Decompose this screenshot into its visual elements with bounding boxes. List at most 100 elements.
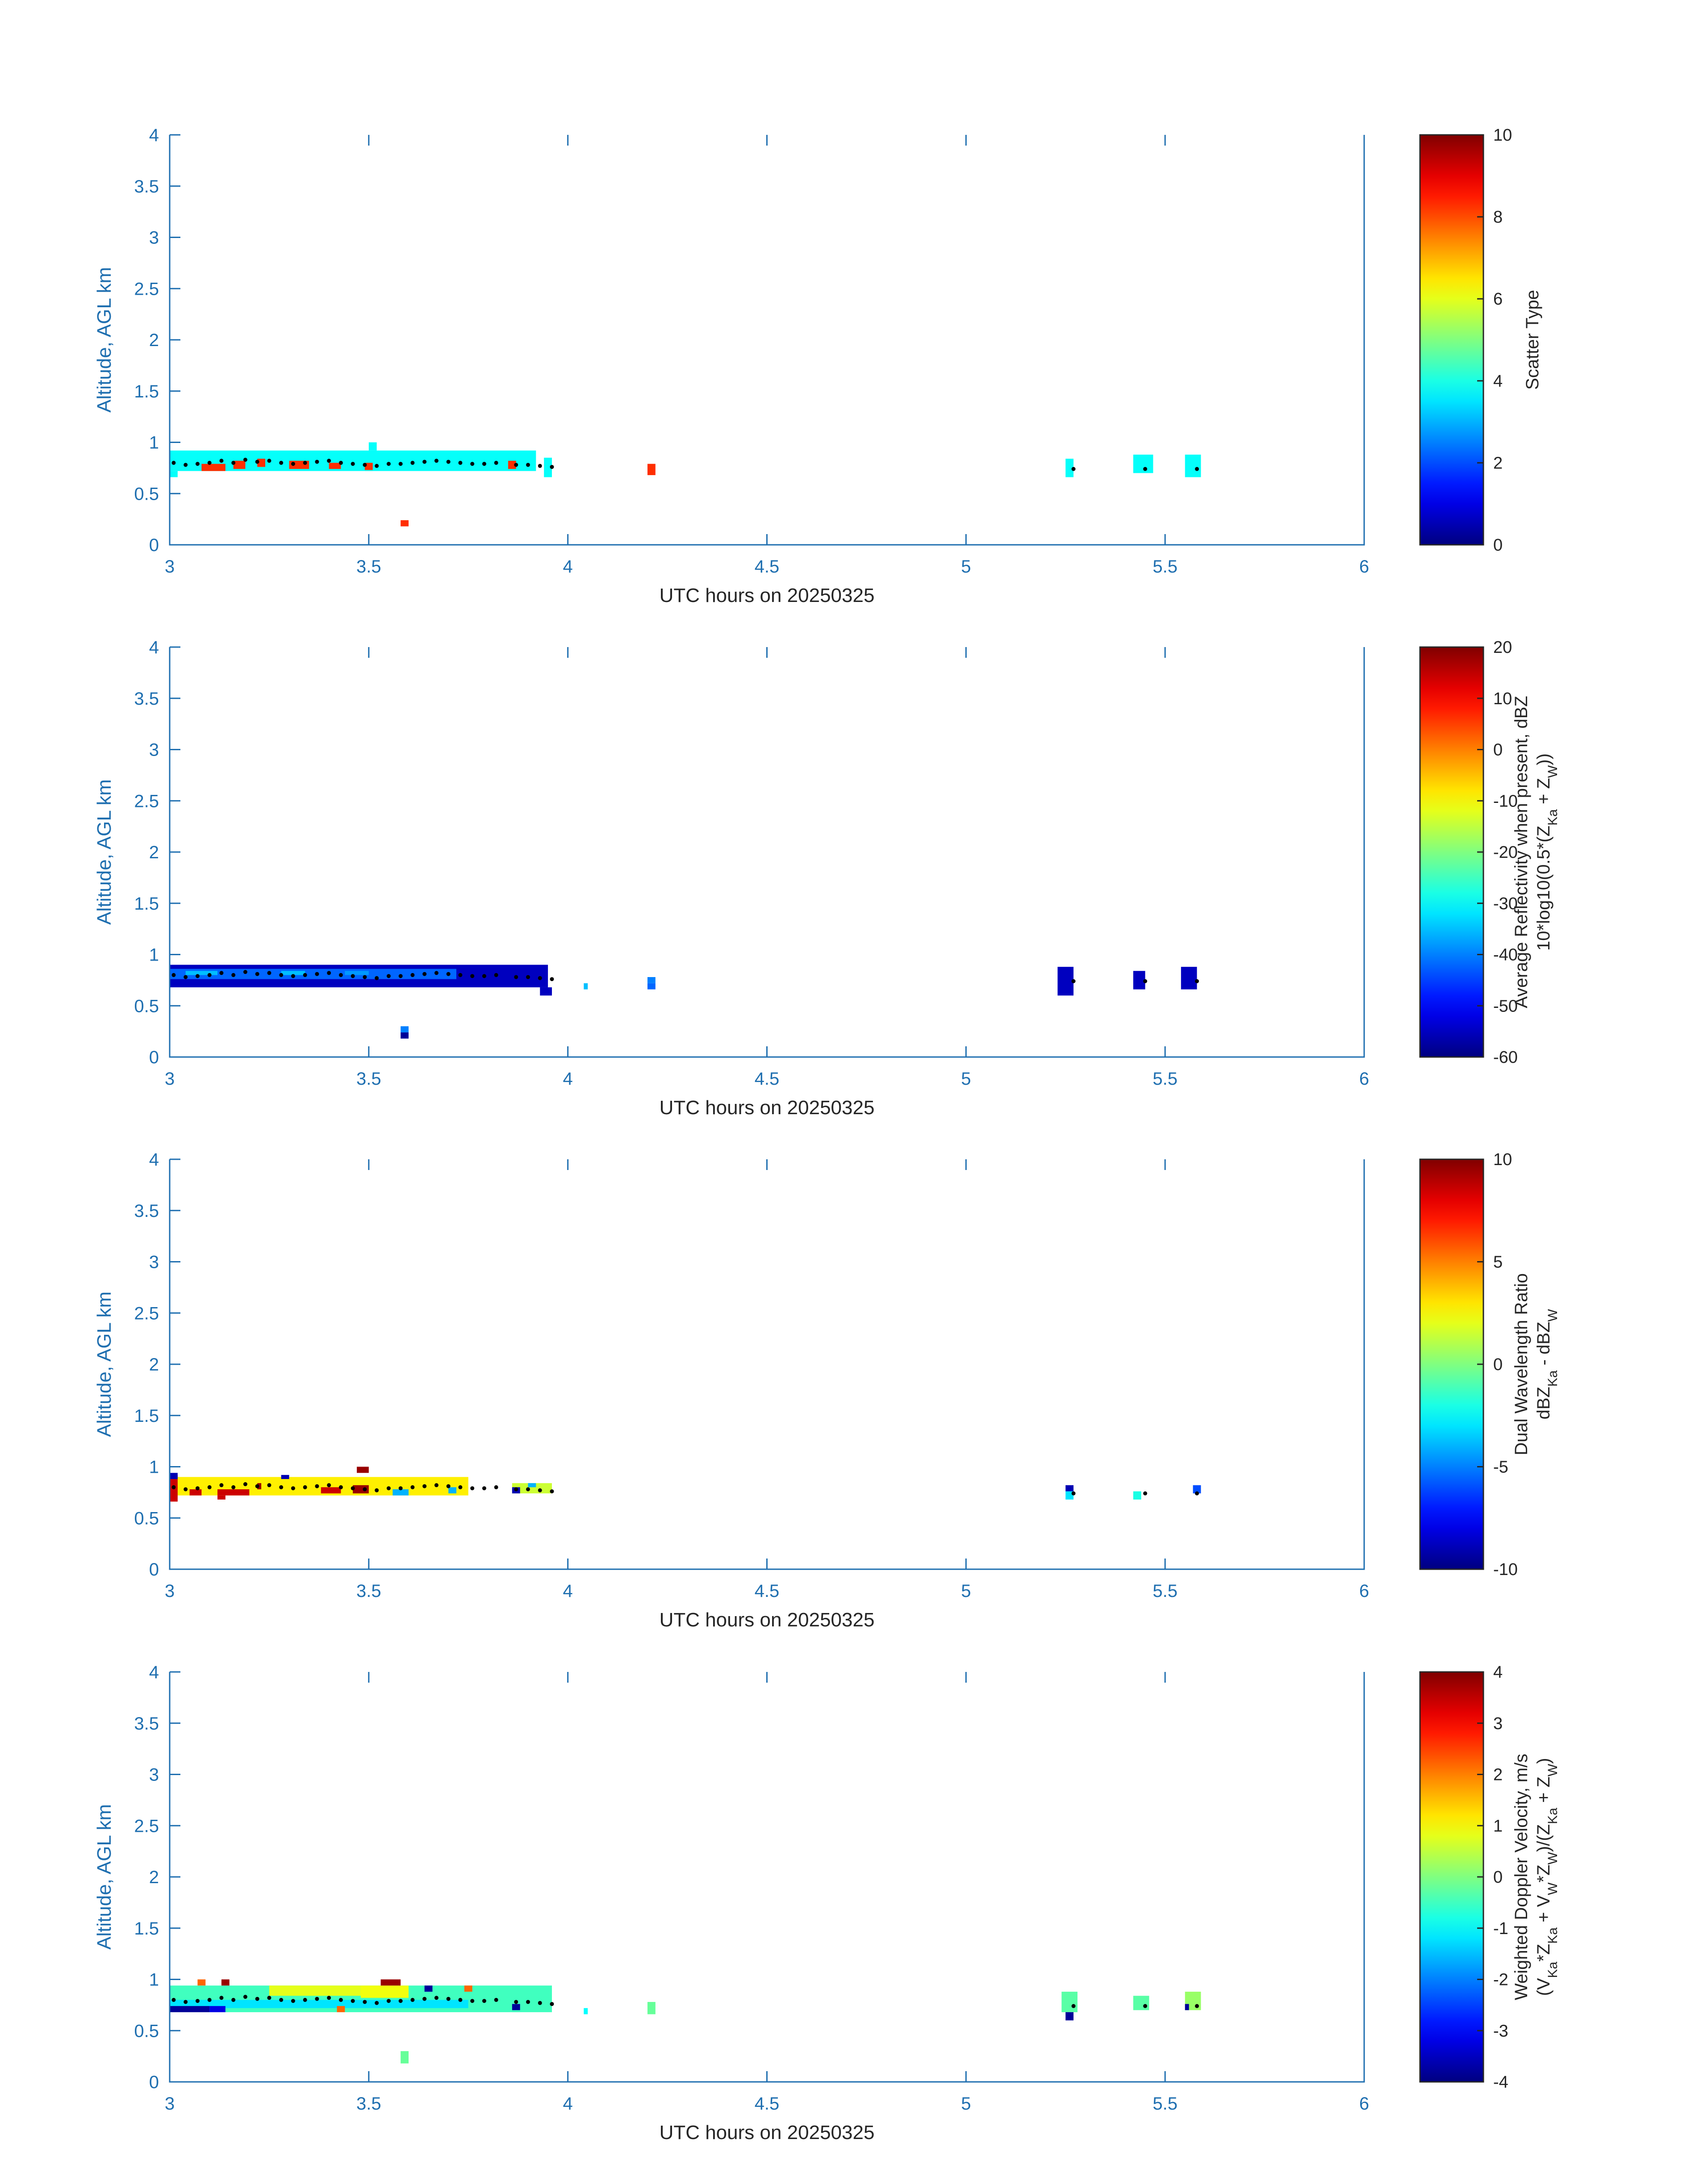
data-cell [329,463,341,469]
y-axis-label: Altitude, AGL km [93,1291,115,1437]
data-cell [345,971,369,975]
marker-point [375,976,379,980]
colorbar-label: dBZKa - dBZW [1534,1309,1560,1420]
data-cell [544,457,552,477]
data-cell [217,1489,250,1496]
data-cell [221,1979,230,1986]
axes-frame [169,1672,1365,2083]
data-cell [401,1026,409,1032]
data-cell [540,987,552,996]
x-tick-label: 5.5 [1153,557,1178,577]
y-axis-label: Altitude, AGL km [93,267,115,413]
x-tick-label: 5 [961,1581,971,1601]
colorbar-tick-label: -10 [1493,792,1518,811]
marker-point [255,972,259,976]
y-tick-label: 3.5 [134,1201,159,1221]
marker-point [195,462,200,466]
x-tick-label: 5 [961,557,971,577]
data-cell [512,2004,520,2010]
data-cell [170,2000,468,2008]
colorbar-tick-label: -1 [1493,1919,1508,1938]
y-tick-label: 1 [149,945,159,965]
data-cell [281,1475,289,1479]
data-cell [189,1489,202,1496]
marker-point [184,975,188,979]
marker-point [398,1999,403,2003]
marker-point [422,972,427,976]
marker-point [291,462,295,466]
colorbar-tick-label: 3 [1493,1714,1503,1733]
x-axis-label: UTC hours on 20250325 [660,2122,875,2144]
marker-point [171,460,176,465]
x-tick-label: 6 [1359,557,1369,577]
data-cell [647,977,656,983]
y-tick-label: 3.5 [134,177,159,196]
marker-point [538,464,542,468]
marker-point [315,1997,319,2001]
colorbar-tick-label: -30 [1493,894,1518,913]
x-tick-label: 4.5 [755,1581,780,1601]
marker-point [434,971,438,975]
marker-point [267,1483,271,1488]
data-cell [209,2006,226,2012]
y-tick-label: 3.5 [134,689,159,709]
axes-frame [169,135,1365,546]
y-tick-label: 3 [149,1253,159,1272]
marker-point [1071,1491,1076,1496]
data-cell [647,2002,656,2014]
x-tick-label: 6 [1359,1069,1369,1089]
data-cell [281,971,305,975]
marker-point [470,462,475,466]
x-tick-label: 3 [165,2094,175,2114]
y-tick-label: 0.5 [134,2021,159,2041]
data-cell [257,459,265,467]
marker-point [458,973,463,977]
marker-point [1143,1491,1148,1496]
marker-point [494,460,498,465]
colorbar-tick-label: -20 [1493,843,1518,862]
colorbar-frame [1419,134,1484,546]
colorbar-label: Average Reflectivity when present, dBZ [1512,696,1531,1008]
y-tick-label: 2 [149,330,159,350]
marker-point [327,459,331,463]
x-tick-label: 3.5 [356,1069,381,1089]
data-cell [1181,967,1197,990]
x-axis-label: UTC hours on 20250325 [660,585,875,606]
x-tick-label: 3.5 [356,1581,381,1601]
marker-point [243,970,247,974]
marker-point [171,1997,176,2002]
colorbar-label: Scatter Type [1523,290,1542,390]
marker-point [550,977,554,982]
marker-point [526,463,530,467]
marker-point [482,462,486,466]
marker-point [267,1996,271,2000]
marker-point [386,974,391,978]
colorbar: 0 2 4 6 8 10 Scatter Type [1419,126,1542,555]
marker-point [279,460,284,465]
data-cell [401,1032,409,1039]
colorbar-label: Weighted Doppler Velocity, m/s [1512,1754,1531,2000]
y-tick-label: 0 [149,1560,159,1579]
data-cell [528,1483,536,1488]
marker-point [327,971,331,975]
x-tick-label: 5 [961,2094,971,2114]
marker-point [398,1486,403,1491]
x-axis-label: UTC hours on 20250325 [660,1609,875,1631]
data-cell [368,442,377,451]
y-tick-label: 4 [149,1150,159,1170]
marker-point [231,973,236,977]
marker-point [514,2000,518,2004]
marker-point [315,460,319,464]
marker-point [338,973,343,977]
marker-point [410,1485,415,1489]
marker-point [207,460,212,465]
marker-point [184,463,188,467]
data-cell [584,2008,588,2014]
marker-point [470,974,475,978]
y-tick-label: 0 [149,2073,159,2092]
data-cell [1185,455,1201,477]
y-tick-label: 2 [149,843,159,862]
data-cell [353,1485,369,1494]
marker-point [267,971,271,975]
data-cell [170,2006,210,2012]
